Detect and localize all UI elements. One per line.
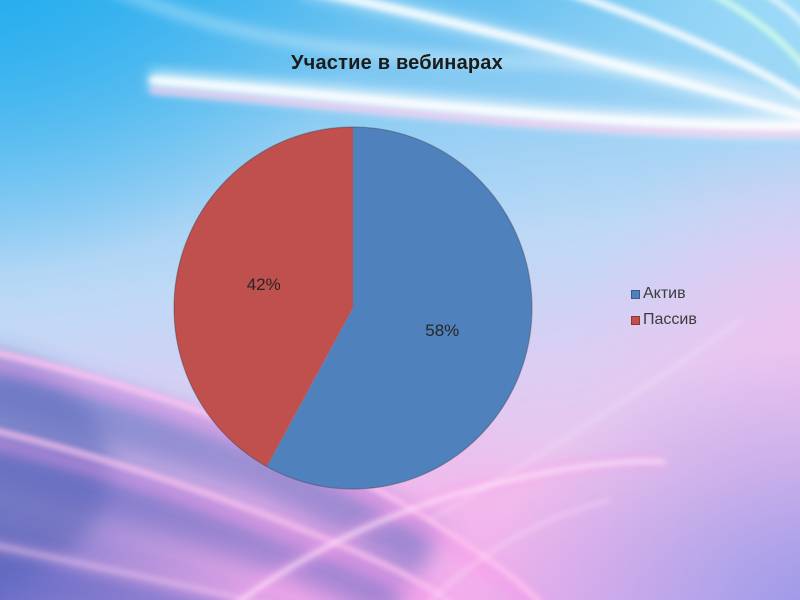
legend-marker-aktiv [631, 289, 640, 299]
swirl-petals-bottom-left [0, 318, 741, 600]
pie-slice-Пассив [173, 127, 353, 467]
legend-item-aktiv: Актив [631, 281, 697, 307]
swirl-rays-top-right [129, 0, 800, 137]
pie-slice-Актив [266, 127, 532, 489]
chart-title: Участие в вебинарах [291, 52, 503, 74]
pie-data-label-aktiv: 58% [425, 321, 460, 341]
legend: Актив Пассив [631, 281, 697, 333]
legend-marker-passiv [631, 315, 640, 325]
legend-label-passiv: Пассив [643, 311, 697, 328]
pie-svg [173, 126, 533, 490]
legend-label-aktiv: Актив [643, 285, 686, 302]
pie-outline [173, 126, 533, 490]
pie-data-label-passiv: 42% [246, 274, 281, 294]
pie-chart: 58% 42% [171, 124, 535, 492]
legend-item-passiv: Пассив [631, 307, 697, 333]
